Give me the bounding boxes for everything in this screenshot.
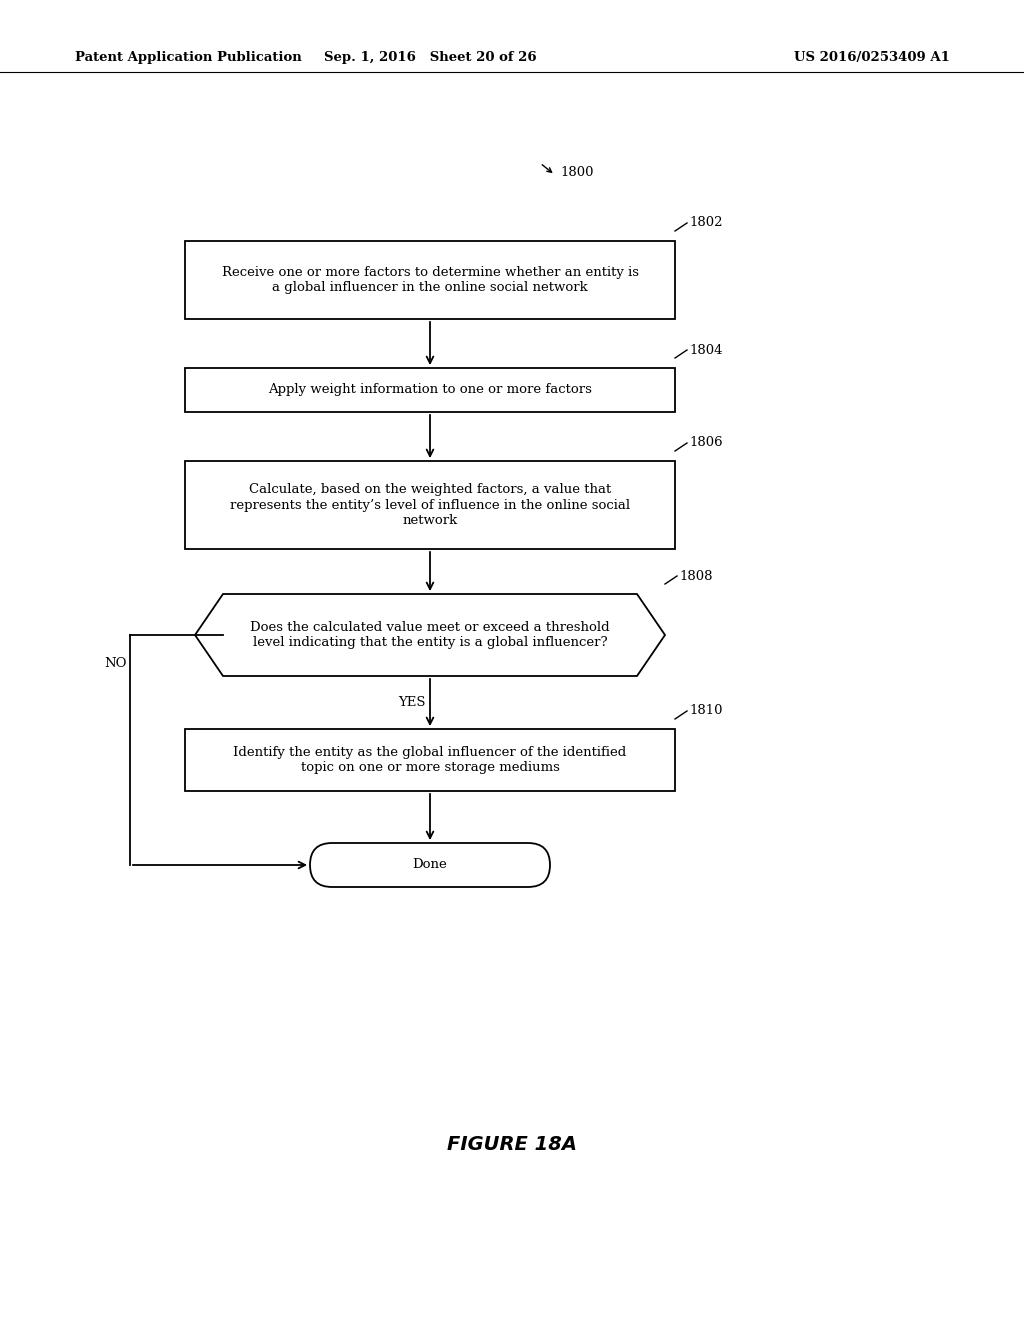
Text: 1800: 1800 <box>560 165 594 178</box>
Text: YES: YES <box>398 696 426 709</box>
Polygon shape <box>195 594 665 676</box>
Text: US 2016/0253409 A1: US 2016/0253409 A1 <box>795 51 950 65</box>
Text: 1810: 1810 <box>689 705 723 718</box>
Text: 1802: 1802 <box>689 216 723 230</box>
FancyBboxPatch shape <box>185 729 675 791</box>
Text: 1804: 1804 <box>689 343 723 356</box>
Text: Sep. 1, 2016   Sheet 20 of 26: Sep. 1, 2016 Sheet 20 of 26 <box>324 51 537 65</box>
FancyBboxPatch shape <box>185 368 675 412</box>
Text: Receive one or more factors to determine whether an entity is
a global influence: Receive one or more factors to determine… <box>221 267 639 294</box>
Text: FIGURE 18A: FIGURE 18A <box>447 1135 577 1155</box>
FancyBboxPatch shape <box>310 843 550 887</box>
Text: Done: Done <box>413 858 447 871</box>
FancyBboxPatch shape <box>185 461 675 549</box>
Text: Patent Application Publication: Patent Application Publication <box>75 51 302 65</box>
Text: Apply weight information to one or more factors: Apply weight information to one or more … <box>268 384 592 396</box>
Text: NO: NO <box>104 657 127 671</box>
Text: 1806: 1806 <box>689 437 723 450</box>
Text: 1808: 1808 <box>679 569 713 582</box>
FancyBboxPatch shape <box>185 242 675 319</box>
Text: Does the calculated value meet or exceed a threshold
level indicating that the e: Does the calculated value meet or exceed… <box>250 620 610 649</box>
Text: Identify the entity as the global influencer of the identified
topic on one or m: Identify the entity as the global influe… <box>233 746 627 774</box>
Text: Calculate, based on the weighted factors, a value that
represents the entity’s l: Calculate, based on the weighted factors… <box>230 483 630 527</box>
